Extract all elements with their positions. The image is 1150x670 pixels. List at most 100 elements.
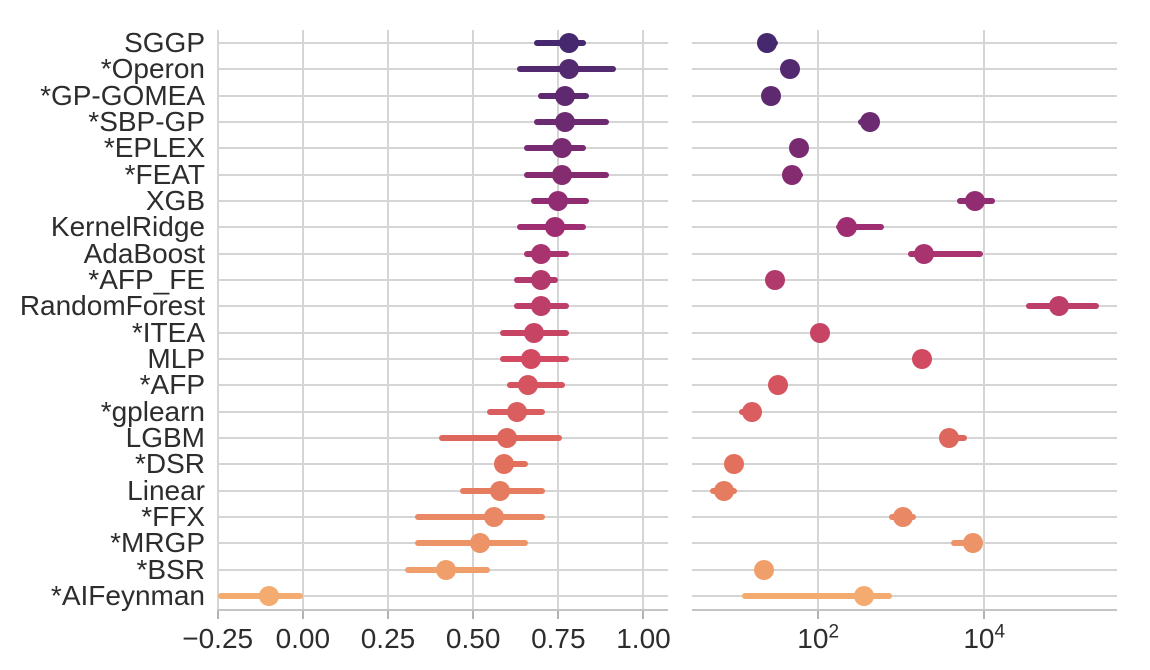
error-bar xyxy=(741,592,893,599)
tick-label-base: 10 xyxy=(963,623,995,654)
data-point xyxy=(742,401,763,422)
method-label: *EPLEX xyxy=(103,132,205,164)
data-point xyxy=(493,454,514,475)
h-gridline xyxy=(217,410,668,413)
x-tick-label: 1.00 xyxy=(616,623,671,654)
v-gridline xyxy=(386,30,389,609)
x-tick-mark xyxy=(983,611,986,619)
h-gridline xyxy=(217,226,668,229)
x-axis-line xyxy=(692,609,1117,611)
v-gridline xyxy=(817,30,820,609)
h-gridline xyxy=(692,489,1117,492)
data-point xyxy=(524,322,545,343)
data-point xyxy=(1049,296,1070,317)
data-point xyxy=(809,322,830,343)
data-point xyxy=(521,348,542,369)
panel-left xyxy=(217,30,668,609)
x-tick-mark xyxy=(472,611,475,619)
data-point xyxy=(497,427,518,448)
h-gridline xyxy=(692,173,1117,176)
method-label: XGB xyxy=(145,185,205,217)
method-label: *Operon xyxy=(100,53,205,85)
x-tick-label: 0.00 xyxy=(275,623,331,654)
method-label: *AFP_FE xyxy=(88,264,205,296)
tick-label-exponent: 2 xyxy=(828,621,840,643)
v-gridline xyxy=(217,30,219,609)
h-gridline xyxy=(217,147,668,150)
h-gridline xyxy=(692,279,1117,282)
method-label: *AIFeynman xyxy=(50,579,205,611)
x-tick-mark xyxy=(386,611,389,619)
h-gridline xyxy=(692,305,1117,308)
data-point xyxy=(914,243,935,264)
data-point xyxy=(531,270,552,291)
error-bar xyxy=(415,513,545,520)
data-point xyxy=(753,559,774,580)
h-gridline xyxy=(692,463,1117,466)
data-point xyxy=(789,138,810,159)
data-point xyxy=(531,243,552,264)
data-point xyxy=(962,533,983,554)
data-point xyxy=(551,164,572,185)
data-point xyxy=(912,348,933,369)
data-point xyxy=(780,59,801,80)
data-point xyxy=(555,85,576,106)
h-gridline xyxy=(217,463,668,466)
v-gridline xyxy=(472,30,475,609)
x-tick-mark xyxy=(216,611,219,619)
h-gridline xyxy=(692,410,1117,413)
method-label: Linear xyxy=(127,474,205,506)
tick-label-exponent: 4 xyxy=(994,621,1006,643)
data-point xyxy=(939,427,960,448)
h-gridline xyxy=(217,121,668,124)
x-tick-label: 0.75 xyxy=(531,623,586,654)
data-point xyxy=(558,59,579,80)
x-tick-label: 102 xyxy=(797,621,840,654)
data-point xyxy=(714,480,735,501)
h-gridline xyxy=(692,594,1117,597)
h-gridline xyxy=(217,279,668,282)
method-label: KernelRidge xyxy=(50,211,205,243)
x-tick-label: 0.25 xyxy=(360,623,416,654)
h-gridline xyxy=(692,357,1117,360)
data-point xyxy=(483,506,504,527)
data-point xyxy=(760,85,781,106)
method-label: RandomForest xyxy=(19,290,205,322)
h-gridline xyxy=(217,173,668,176)
h-gridline xyxy=(217,384,668,387)
data-point xyxy=(764,270,785,291)
data-point xyxy=(555,112,576,133)
h-gridline xyxy=(692,226,1117,229)
method-label: *BSR xyxy=(136,553,205,585)
tick-label-base: 10 xyxy=(797,623,829,654)
panel-right xyxy=(692,30,1117,609)
h-gridline xyxy=(692,331,1117,334)
method-label: AdaBoost xyxy=(83,237,205,269)
h-gridline xyxy=(692,121,1117,124)
h-gridline xyxy=(692,252,1117,255)
v-gridline xyxy=(642,30,645,609)
method-label: SGGP xyxy=(124,27,205,59)
data-point xyxy=(258,585,279,606)
error-bar xyxy=(836,224,884,231)
data-point xyxy=(558,33,579,54)
h-gridline xyxy=(692,200,1117,203)
method-label: MLP xyxy=(147,342,205,374)
h-gridline xyxy=(217,42,668,45)
h-gridline xyxy=(217,94,668,97)
x-tick-mark xyxy=(301,611,304,619)
error-bar xyxy=(907,250,984,257)
h-gridline xyxy=(692,94,1117,97)
method-label: *ITEA xyxy=(131,316,205,348)
data-point xyxy=(551,138,572,159)
method-label: *gplearn xyxy=(100,395,205,427)
method-label: LGBM xyxy=(125,421,205,453)
data-point xyxy=(965,191,986,212)
x-tick-mark xyxy=(557,611,560,619)
data-point xyxy=(435,559,456,580)
method-label: *AFP xyxy=(139,369,205,401)
data-point xyxy=(854,585,875,606)
v-gridline xyxy=(557,30,560,609)
x-tick-label: −0.25 xyxy=(182,623,254,654)
h-gridline xyxy=(217,200,668,203)
